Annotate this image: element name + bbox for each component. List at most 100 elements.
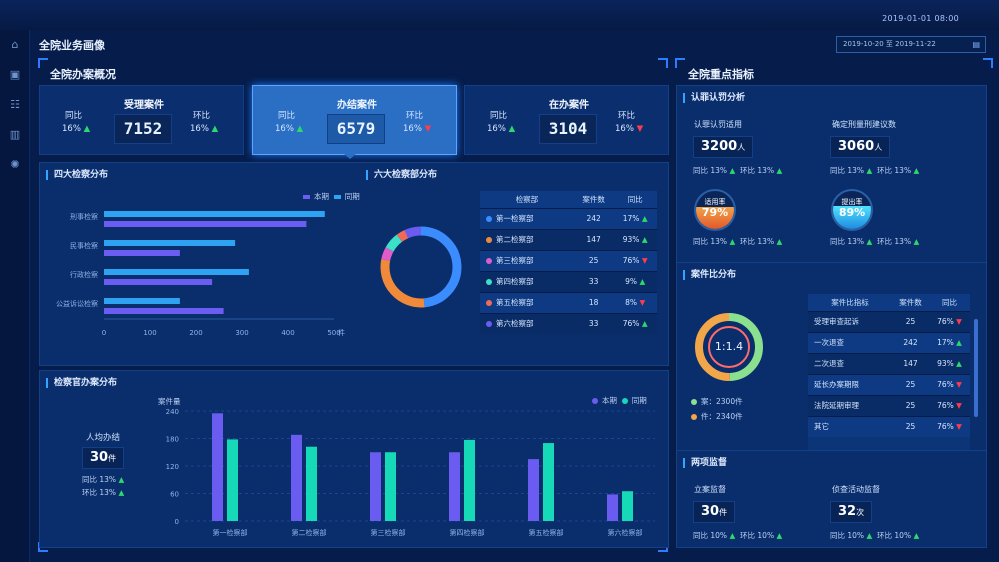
tick-label: 0 <box>175 518 179 526</box>
apply-rate-gauge: 适用率 79% <box>694 189 736 231</box>
donut-slice <box>695 313 730 381</box>
tick-label: 60 <box>170 491 179 499</box>
main-area: 全院业务画像 2019-10-20 至 2019-11-22 ▤ 全院办案概况 … <box>30 30 999 562</box>
distribution-panel: 四大检察分布 本期 同期 刑事检察 民事检察 行政检察 公益诉讼检察 0 100 200 30… <box>39 162 669 366</box>
inner-ring <box>708 326 750 368</box>
dept-pct: 76% ▲ <box>613 312 657 334</box>
category-label: 公益诉讼检察 <box>56 299 98 308</box>
category-label: 行政检察 <box>70 270 98 279</box>
tick-label: 180 <box>166 436 179 444</box>
bar <box>104 308 224 314</box>
table-row[interactable]: 其它 25 76% ▼ <box>808 415 970 437</box>
card-closed[interactable]: 办结案件 同比 16% ▲ 6579 环比 16% ▼ <box>252 85 457 155</box>
tongbi-label: 同比 <box>490 111 508 121</box>
table-row[interactable]: 第五检察部 18 8% ▼ <box>480 291 657 313</box>
table-row[interactable]: 受理审查起诉 25 76% ▼ <box>808 310 970 332</box>
settings-icon[interactable]: ✺ <box>10 158 20 171</box>
down-arrow-icon: ▼ <box>636 124 644 134</box>
ratio-count: 25 <box>892 373 930 395</box>
tick-label: 120 <box>166 463 179 471</box>
ratio-name: 受理审查起诉 <box>808 310 892 332</box>
ratio-pct: 93% ▲ <box>929 352 970 374</box>
col-header: 案件比指标 <box>808 294 892 311</box>
tongbi-label: 同比 <box>278 111 296 121</box>
bar <box>464 439 475 521</box>
bar <box>227 439 238 521</box>
tongbi-value: 16% ▲ <box>487 124 516 134</box>
renzui-title: 认罪认罚分析 <box>683 93 745 103</box>
card-received[interactable]: 受理案件 同比 16% ▲ 7152 环比 16% ▲ <box>39 85 244 155</box>
dept-count: 18 <box>573 291 614 313</box>
ratio-name: 二次退查 <box>808 352 892 374</box>
table-row[interactable]: 第三检察部 25 76% ▼ <box>480 249 657 271</box>
tick-label: 240 <box>166 408 179 416</box>
ratio-pct: 76% ▼ <box>929 394 970 416</box>
item-label: 立案监督 <box>694 485 726 494</box>
key-indicators-title: 全院重点指标 <box>688 68 754 81</box>
dept-count: 33 <box>573 270 614 292</box>
building-icon[interactable]: ▥ <box>9 128 21 141</box>
dept-pct: 76% ▼ <box>613 249 657 271</box>
bar <box>291 434 302 521</box>
supervise-title: 两项监督 <box>683 458 727 468</box>
card-inprogress[interactable]: 在办案件 同比 16% ▲ 3104 环比 16% ▼ <box>464 85 669 155</box>
table-row[interactable]: 第二检察部 147 93% ▲ <box>480 228 657 250</box>
card-value: 7152 <box>114 114 172 144</box>
date-range-picker[interactable]: 2019-10-20 至 2019-11-22 ▤ <box>836 36 986 53</box>
table-row[interactable]: 第六检察部 33 76% ▲ <box>480 312 657 334</box>
item-value: 3060人 <box>830 136 891 158</box>
ratio-title: 案件比分布 <box>683 270 736 280</box>
ratio-pct: 17% ▲ <box>929 331 970 353</box>
category-label: 刑事检察 <box>70 212 98 221</box>
dept-pct: 8% ▼ <box>613 291 657 313</box>
category-label: 第三检察部 <box>371 528 406 537</box>
category-label: 第六检察部 <box>608 528 643 537</box>
table-row[interactable]: 延长办案期限 25 76% ▼ <box>808 373 970 395</box>
prosecutor-panel: 检察官办案分布 人均办结 30件 同比 13% ▲ 环比 13% ▲ 案件量 本… <box>39 370 669 548</box>
category-label: 第二检察部 <box>292 528 327 537</box>
card-title: 办结案件 <box>337 100 377 111</box>
bar <box>306 446 317 521</box>
huanbi-value: 16% ▲ <box>190 124 219 134</box>
tick-label: 100 <box>143 329 156 337</box>
table-row[interactable]: 第一检察部 242 17% ▲ <box>480 207 657 229</box>
legend-jian: 件：2340件 <box>691 411 743 422</box>
dept-name: 第六检察部 <box>480 312 574 334</box>
table-row[interactable]: 二次退查 147 93% ▲ <box>808 352 970 374</box>
category-label: 民事检察 <box>70 241 98 250</box>
bar <box>449 452 460 521</box>
dept-name: 第一检察部 <box>480 207 574 229</box>
calendar-icon[interactable]: ▤ <box>972 40 980 49</box>
item-value: 32次 <box>830 501 873 523</box>
datetime: 2019-01-01 08:00 <box>882 14 959 23</box>
scrollbar[interactable] <box>974 319 978 417</box>
users-icon[interactable]: ☷ <box>10 98 20 111</box>
tick-label: 0 <box>102 329 106 337</box>
col-header: 同比 <box>929 294 970 311</box>
home-icon[interactable]: ⌂ <box>11 38 19 51</box>
briefcase-icon[interactable]: ▣ <box>9 68 21 81</box>
ratio-panel: 案件比分布 1:1.4 案：2300件 件：2340件 案件比指标 案件数 同比… <box>676 262 987 472</box>
bar <box>104 279 213 285</box>
avg-tongbi: 同比 13% ▲ <box>82 475 125 484</box>
ratio-name: 法院延期审理 <box>808 394 892 416</box>
table-row[interactable]: 法院延期审理 25 76% ▼ <box>808 394 970 416</box>
prosecutor-legend: 本期 同期 <box>592 395 647 406</box>
donut-slice <box>385 234 403 252</box>
donut-slice <box>381 247 394 262</box>
donut-slice <box>380 259 425 308</box>
table-row[interactable]: 一次退查 242 17% ▲ <box>808 331 970 353</box>
legend-an: 案：2300件 <box>691 396 743 407</box>
up-arrow-icon: ▲ <box>296 124 304 134</box>
dept-name: 第五检察部 <box>480 291 574 313</box>
category-label: 第一检察部 <box>213 528 248 537</box>
table-row[interactable]: 第四检察部 33 9% ▲ <box>480 270 657 292</box>
dept-pct: 9% ▲ <box>613 270 657 292</box>
huanbi-label: 环比 <box>618 111 636 121</box>
page-title: 全院业务画像 <box>39 39 105 52</box>
dept-name: 第三检察部 <box>480 249 574 271</box>
four-dist-legend: 本期 同期 <box>303 191 360 202</box>
col-header: 检察部 <box>480 191 574 208</box>
item-label: 确定刑量刑建议数 <box>832 120 896 129</box>
four-dist-title: 四大检察分布 <box>46 170 108 180</box>
